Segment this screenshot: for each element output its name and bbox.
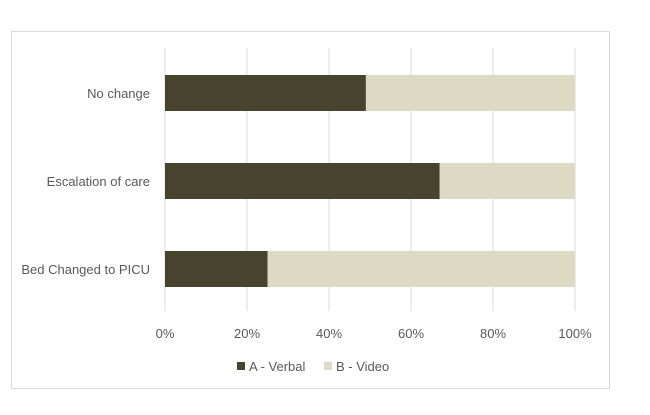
category-label: Escalation of care: [47, 174, 150, 189]
legend-label: A - Verbal: [249, 359, 305, 374]
x-tick-label: 0%: [156, 326, 175, 341]
bars: [165, 75, 575, 287]
bar-segment-video: [267, 251, 575, 287]
bar-segment-video: [365, 75, 575, 111]
x-tick-label: 100%: [558, 326, 592, 341]
bar-segment-video: [439, 163, 575, 199]
legend-swatch: [324, 362, 332, 370]
bar-segment-verbal: [165, 75, 366, 111]
x-tick-label: 20%: [234, 326, 260, 341]
category-label: Bed Changed to PICU: [21, 262, 150, 277]
bar-segment-verbal: [165, 163, 440, 199]
category-label: No change: [87, 86, 150, 101]
bar-segment-verbal: [165, 251, 268, 287]
legend-label: B - Video: [336, 359, 389, 374]
x-tick-labels: 0% 20% 40% 60% 80% 100%: [156, 326, 592, 341]
legend: A - Verbal B - Video: [237, 359, 389, 374]
x-tick-label: 40%: [316, 326, 342, 341]
legend-swatch: [237, 362, 245, 370]
category-labels: No change Escalation of care Bed Changed t…: [21, 86, 150, 277]
x-tick-label: 60%: [398, 326, 424, 341]
x-tick-label: 80%: [480, 326, 506, 341]
